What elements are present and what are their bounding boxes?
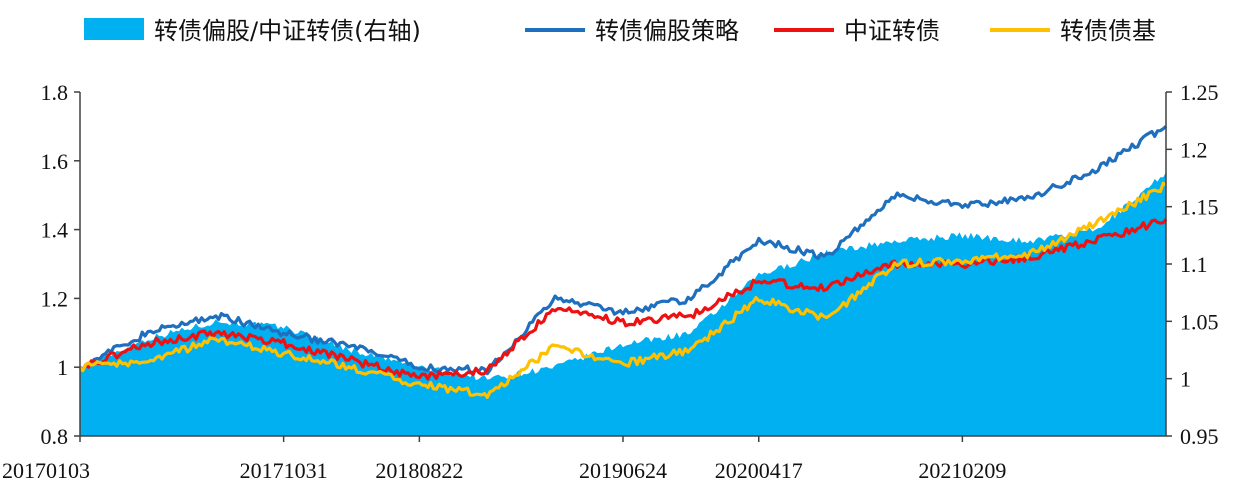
y-right-tick-label: 1.15 <box>1180 195 1219 220</box>
legend-label: 转债偏股策略 <box>595 17 739 45</box>
y-left-tick-label: 0.8 <box>41 424 69 449</box>
x-tick-label: 20171031 <box>240 458 328 483</box>
legend-label: 转债偏股/中证转债(右轴) <box>154 17 421 45</box>
legend: 转债偏股/中证转债(右轴) 转债偏股策略 中证转债 转债债基 <box>84 17 1156 45</box>
x-tick-label: 20210209 <box>918 458 1006 483</box>
x-tick-label: 20190624 <box>579 458 667 483</box>
x-tick-label: 20170103 <box>2 458 90 483</box>
legend-label: 转债债基 <box>1060 17 1156 45</box>
y-left-tick-label: 1.2 <box>41 286 69 311</box>
y-right-tick-label: 1.1 <box>1180 252 1208 277</box>
series-area-0 <box>80 172 1166 437</box>
series-line-3 <box>78 181 1167 399</box>
series-line-1 <box>78 125 1168 376</box>
y-right-tick-label: 1.25 <box>1180 80 1219 105</box>
y-right-tick-label: 1.05 <box>1180 309 1219 334</box>
y-right-tick-label: 1 <box>1180 367 1191 392</box>
legend-swatch-area <box>84 18 144 40</box>
x-tick-label: 20200417 <box>715 458 803 483</box>
y-left-tick-label: 1 <box>57 355 68 380</box>
y-right-tick-label: 0.95 <box>1180 424 1219 449</box>
plot-area <box>78 125 1168 437</box>
y-right-tick-label: 1.2 <box>1180 137 1208 162</box>
y-left-tick-label: 1.6 <box>41 149 69 174</box>
y-left-tick-label: 1.4 <box>41 218 69 243</box>
y-left-tick-label: 1.8 <box>41 80 69 105</box>
x-tick-label: 20180822 <box>375 458 463 483</box>
axes: 0.8 1 1.2 1.4 1.6 1.8 0.95 1 1.05 1.1 1.15 1.2 1.25 2… <box>2 80 1219 483</box>
legend-label: 中证转债 <box>844 17 940 45</box>
